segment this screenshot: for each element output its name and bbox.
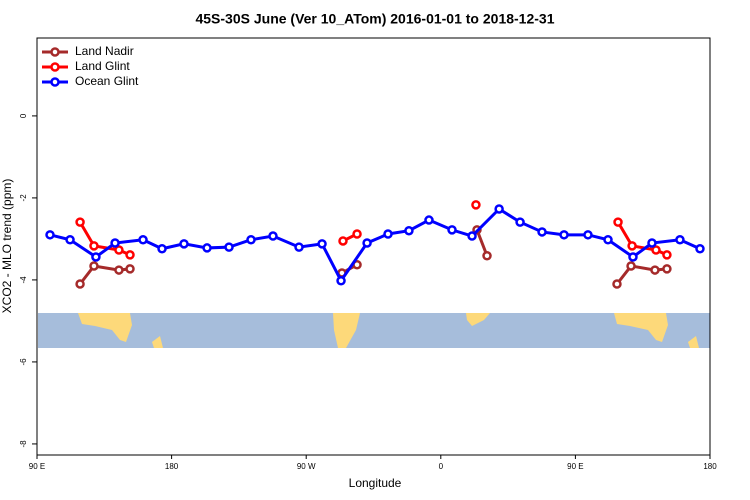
point	[125, 250, 135, 260]
y-tick-label: -4	[19, 276, 28, 284]
y-axis-label: XCO2 - MLO trend (ppm)	[0, 179, 14, 314]
x-tick-label: 180	[703, 462, 717, 471]
point	[662, 250, 672, 260]
legend-label: Land Nadir	[75, 44, 134, 58]
point	[114, 265, 124, 275]
x-tick-label: 90 E	[29, 462, 45, 471]
chart-title: 45S-30S June (Ver 10_ATom) 2016-01-01 to…	[195, 11, 554, 27]
point	[447, 225, 457, 235]
point	[603, 234, 613, 245]
point	[268, 231, 278, 241]
point	[675, 234, 685, 245]
point	[559, 230, 569, 240]
point	[91, 252, 101, 262]
point	[467, 231, 477, 241]
point	[89, 241, 99, 251]
legend-marker	[50, 77, 60, 87]
point	[75, 217, 85, 227]
point	[404, 225, 414, 236]
y-tick-label: -6	[19, 358, 28, 366]
x-tick-label: 90 W	[297, 462, 316, 471]
point	[627, 241, 637, 251]
point	[202, 243, 212, 253]
point	[352, 229, 362, 239]
series-line	[49, 207, 701, 284]
point	[695, 244, 705, 254]
point	[110, 238, 120, 248]
point	[246, 234, 256, 245]
legend-label: Land Glint	[75, 59, 130, 73]
point	[612, 279, 622, 289]
point	[613, 217, 623, 227]
point	[626, 261, 636, 271]
point	[583, 230, 593, 240]
point	[338, 236, 348, 246]
point	[294, 242, 304, 252]
point	[224, 242, 234, 252]
plot-frame	[36, 37, 711, 456]
point	[65, 234, 75, 245]
point	[89, 261, 99, 271]
series-line	[78, 229, 668, 285]
x-axis-label: Longitude	[349, 476, 402, 490]
y-tick-label: -8	[19, 440, 28, 448]
point	[317, 239, 327, 249]
point	[138, 234, 148, 245]
point	[494, 204, 504, 214]
point	[628, 252, 638, 262]
map-strip	[38, 313, 710, 348]
point	[482, 250, 492, 261]
point	[336, 275, 346, 286]
point	[75, 279, 85, 289]
point	[45, 230, 55, 240]
legend-label: Ocean Glint	[75, 74, 139, 88]
point	[179, 239, 189, 249]
point	[537, 227, 547, 237]
point	[114, 245, 124, 255]
y-tick-label: -2	[19, 194, 28, 202]
legend-marker	[50, 47, 60, 57]
point	[647, 238, 657, 248]
point	[515, 217, 525, 227]
point	[424, 215, 434, 225]
point	[650, 265, 660, 275]
y-tick-label: 0	[19, 113, 28, 118]
x-tick-label: 90 E	[567, 462, 583, 471]
point	[362, 238, 372, 248]
point	[383, 229, 393, 239]
series-line	[78, 221, 668, 257]
x-tick-label: 180	[165, 462, 179, 471]
point	[157, 244, 167, 254]
point	[662, 264, 672, 274]
point	[651, 245, 661, 255]
legend-marker	[50, 62, 60, 72]
x-tick-label: 0	[439, 462, 444, 471]
point	[471, 200, 481, 210]
point	[125, 264, 135, 274]
